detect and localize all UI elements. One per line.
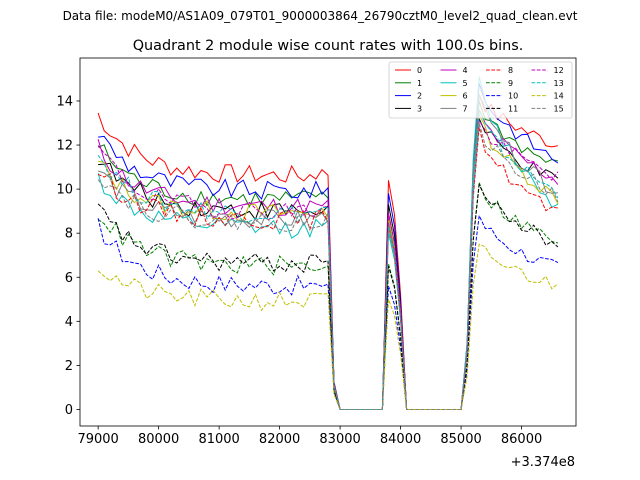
legend-label-3: 3 bbox=[417, 104, 422, 113]
series-line-5 bbox=[97, 76, 559, 410]
legend-label-5: 5 bbox=[463, 79, 468, 88]
legend-label-8: 8 bbox=[508, 66, 513, 75]
x-tick-label: 79000 bbox=[77, 432, 118, 447]
plot-area bbox=[97, 76, 559, 410]
legend-label-2: 2 bbox=[417, 92, 422, 101]
y-tick-label: 6 bbox=[65, 271, 73, 286]
x-axis-offset-label: +3.374e8 bbox=[511, 455, 575, 470]
chart-title: Quadrant 2 module wise count rates with … bbox=[133, 38, 524, 54]
axes: 79000 80000 81000 82000 83000 84000 85000 86000… bbox=[56, 57, 577, 447]
legend-label-13: 13 bbox=[554, 79, 564, 88]
x-tick-label: 82000 bbox=[259, 432, 300, 447]
legend-label-1: 1 bbox=[417, 79, 422, 88]
legend-label-0: 0 bbox=[417, 66, 422, 75]
legend-box bbox=[388, 61, 573, 119]
y-tick-label: 0 bbox=[65, 403, 73, 418]
x-tick-label: 83000 bbox=[319, 432, 360, 447]
series-line-14 bbox=[97, 243, 559, 410]
y-tick-label: 4 bbox=[65, 315, 73, 330]
x-tick-label: 85000 bbox=[440, 432, 481, 447]
legend-label-14: 14 bbox=[554, 92, 564, 101]
y-tick-label: 10 bbox=[56, 183, 73, 198]
series-line-12 bbox=[97, 119, 559, 410]
x-tick-label: 81000 bbox=[198, 432, 239, 447]
y-tick-label: 14 bbox=[56, 94, 73, 109]
x-tick-label: 86000 bbox=[501, 432, 542, 447]
series-line-10 bbox=[97, 213, 559, 410]
legend-label-9: 9 bbox=[508, 79, 513, 88]
legend-label-12: 12 bbox=[554, 66, 564, 75]
legend-label-10: 10 bbox=[508, 92, 518, 101]
y-tick-label: 12 bbox=[56, 139, 73, 154]
axes-frame bbox=[79, 57, 577, 427]
legend-label-4: 4 bbox=[463, 66, 468, 75]
series-line-11 bbox=[97, 182, 559, 410]
x-tick-label: 84000 bbox=[380, 432, 421, 447]
series-line-15 bbox=[97, 122, 559, 410]
legend-label-6: 6 bbox=[463, 92, 468, 101]
y-tick-label: 2 bbox=[65, 359, 73, 374]
x-tick-label: 80000 bbox=[138, 432, 179, 447]
legend-label-7: 7 bbox=[463, 104, 468, 113]
legend-label-11: 11 bbox=[508, 104, 518, 113]
figure-suptitle: Data file: modeM0/AS1A09_079T01_90000038… bbox=[63, 9, 578, 23]
y-tick-label: 8 bbox=[65, 227, 73, 242]
legend-label-15: 15 bbox=[554, 104, 564, 113]
